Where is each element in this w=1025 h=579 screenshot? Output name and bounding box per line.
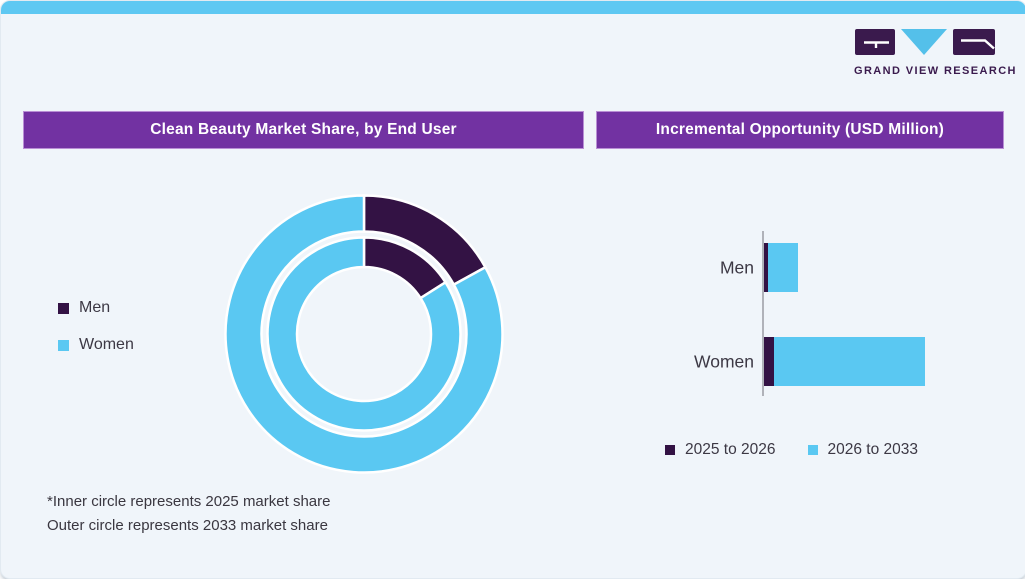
bar-men-2026-to-2033	[768, 243, 798, 292]
legend-item-women: Women	[58, 336, 134, 354]
series-2026-2033-swatch	[807, 445, 818, 455]
bar-chart-svg: Men Women	[694, 231, 925, 396]
donut-segment-women	[266, 236, 462, 432]
incremental-opportunity-bar-chart: Men Women	[641, 226, 981, 401]
men-color-swatch	[58, 302, 69, 314]
top-accent-strip	[1, 1, 1025, 14]
market-share-donut-chart	[224, 194, 504, 474]
left-chart-title: Clean Beauty Market Share, by End User	[150, 121, 457, 138]
gvr-logo: GRAND VIEW RESEARCH	[854, 29, 1017, 77]
donut-segment-women	[224, 194, 504, 474]
footnote-line-2: Outer circle represents 2033 market shar…	[47, 517, 328, 534]
legend-item-men: Men	[58, 299, 134, 317]
donut-footnote: *Inner circle represents 2025 market sha…	[47, 490, 330, 538]
logo-wordmark: GRAND VIEW RESEARCH	[854, 65, 1017, 77]
series-2025-2026-swatch	[665, 445, 675, 455]
legend-item-2026-2033: 2026 to 2033	[807, 441, 919, 459]
bar-women-2026-to-2033	[774, 337, 925, 386]
footnote-line-1: *Inner circle represents 2025 market sha…	[47, 493, 331, 510]
right-chart-title-banner: Incremental Opportunity (USD Million)	[596, 111, 1004, 149]
bar-category-label-men: Men	[720, 258, 754, 278]
logo-r-block	[953, 29, 995, 55]
logo-v-triangle	[901, 29, 947, 55]
legend-label-women: Women	[79, 336, 134, 353]
left-chart-title-banner: Clean Beauty Market Share, by End User	[23, 111, 584, 149]
bar-chart-legend: 2025 to 2026 2026 to 2033	[665, 441, 918, 459]
legend-item-2025-2026: 2025 to 2026	[665, 441, 776, 459]
women-color-swatch	[58, 339, 69, 351]
logo-r-glyph	[961, 39, 995, 50]
gvr-logo-mark	[855, 29, 995, 55]
legend-label-2025-2026: 2025 to 2026	[685, 441, 776, 458]
bar-category-label-women: Women	[694, 352, 754, 372]
donut-svg	[224, 194, 504, 474]
donut-legend: Men Women	[58, 299, 134, 354]
right-chart-title: Incremental Opportunity (USD Million)	[655, 121, 945, 138]
bar-women-2025-to-2026	[764, 337, 774, 386]
legend-label-men: Men	[79, 299, 111, 316]
logo-g-glyph	[864, 41, 889, 48]
bar-men-2025-to-2026	[764, 243, 768, 292]
legend-label-2026-2033: 2026 to 2033	[827, 441, 919, 458]
